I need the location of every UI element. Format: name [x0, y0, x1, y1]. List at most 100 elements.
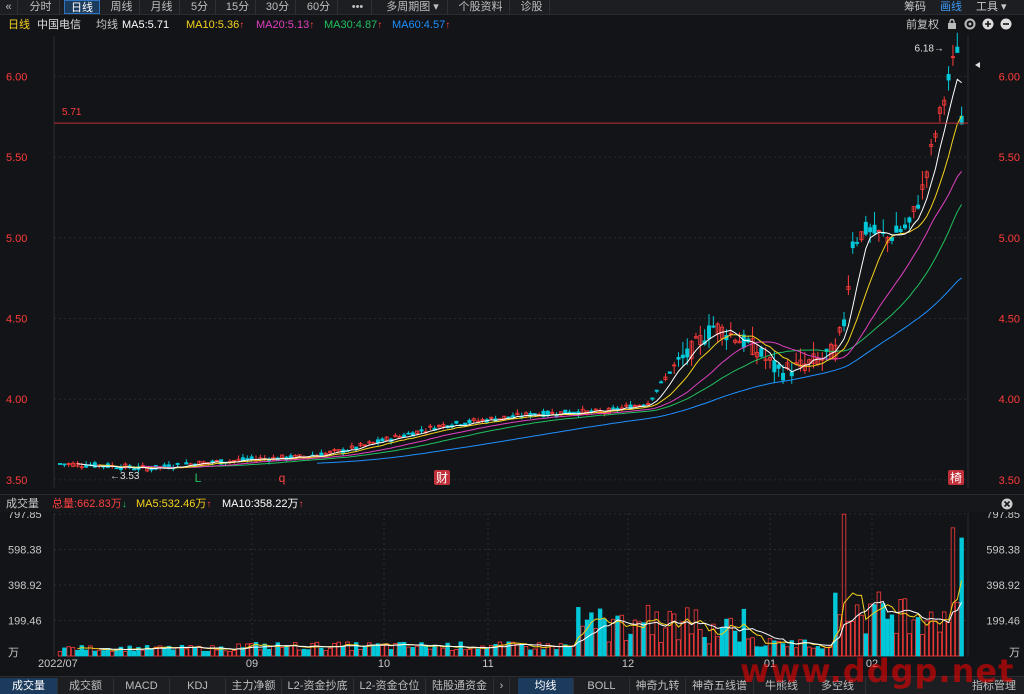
candle-body: [754, 351, 759, 358]
tab-main-net[interactable]: 主力净额: [226, 678, 282, 694]
volume-bar: [767, 638, 773, 657]
volume-bar: [602, 618, 607, 657]
volume-bar: [223, 650, 228, 657]
candle-body: [58, 463, 63, 465]
adjust-label[interactable]: 前复权: [906, 19, 939, 31]
diagnose-button[interactable]: 诊股: [514, 0, 550, 14]
tab-ma-overlay[interactable]: 均线: [518, 678, 574, 694]
candle-body: [480, 419, 485, 421]
volume-title[interactable]: 成交量: [6, 498, 39, 510]
tab-yuexian[interactable]: 月线: [144, 0, 180, 14]
candle-body: [672, 364, 677, 367]
tab-macd[interactable]: MACD: [114, 678, 170, 694]
close-volume-icon[interactable]: [1001, 498, 1013, 510]
volume-bar: [615, 615, 620, 657]
zoom-out-icon[interactable]: [1000, 18, 1012, 30]
volume-bar: [676, 639, 681, 657]
volume-bar: [680, 621, 686, 657]
tab-60min[interactable]: 60分: [300, 0, 338, 14]
volume-bar: [445, 642, 450, 657]
volume-bar: [127, 645, 132, 657]
tab-5min[interactable]: 5分: [184, 0, 216, 14]
tab-turnover[interactable]: 成交额: [58, 678, 114, 694]
volume-bar: [510, 641, 516, 657]
volume-bar: [75, 649, 80, 657]
tab-zhouxian[interactable]: 周线: [104, 0, 140, 14]
more-tabs-icon[interactable]: ›: [494, 678, 510, 694]
top-toolbar: « 分时 日线 周线 月线 5分 15分 30分 60分 ••• 多周期图 ▾ …: [0, 0, 1024, 15]
candle-body: [406, 432, 411, 435]
candle-body: [123, 463, 128, 469]
ma-title[interactable]: 均线: [96, 19, 118, 31]
tab-magic-nine[interactable]: 神奇九转: [630, 678, 686, 694]
tab-rixian[interactable]: 日线: [64, 0, 100, 14]
volume-bar: [763, 645, 768, 657]
volume-bar: [920, 634, 925, 657]
chips-button[interactable]: 筹码: [904, 1, 926, 13]
volume-bar: [349, 650, 355, 657]
stock-info-button[interactable]: 个股资料: [452, 0, 510, 14]
volume-bar: [728, 617, 733, 657]
tab-l2-bottom[interactable]: L2-资金抄底: [282, 678, 354, 694]
volume-bar: [101, 650, 106, 657]
indicator-tabbar: 成交量 成交额 MACD KDJ 主力净额 L2-资金抄底 L2-资金仓位 陆股…: [0, 676, 1024, 694]
volume-bar: [759, 646, 764, 657]
candle-body: [811, 353, 816, 365]
volume-bar: [785, 646, 790, 657]
candle-body: [876, 230, 881, 233]
volume-bar: [545, 643, 551, 657]
candle-body: [737, 340, 742, 344]
zoom-in-icon[interactable]: [982, 18, 994, 30]
volume-bar: [458, 641, 463, 657]
event-marker-box: [948, 470, 964, 485]
candle-body: [663, 376, 668, 381]
draw-button[interactable]: 画线: [940, 1, 962, 13]
tab-magic-five[interactable]: 神奇五线谱: [686, 678, 754, 694]
more-periods-button[interactable]: •••: [344, 0, 372, 14]
tab-bull-bear[interactable]: 牛熊线: [754, 678, 810, 694]
candle-body: [362, 444, 367, 447]
multi-period-dropdown[interactable]: 多周期图 ▾: [378, 0, 448, 14]
period-label[interactable]: 日线: [8, 19, 30, 31]
volume-bar: [654, 611, 659, 657]
volume-bar: [297, 649, 302, 657]
settings-icon[interactable]: [964, 18, 976, 30]
volume-bar: [232, 650, 237, 657]
tab-30min[interactable]: 30分: [260, 0, 296, 14]
price-tick-right: 4.00: [999, 394, 1020, 406]
volume-bar: [645, 604, 651, 657]
volume-bar: [162, 647, 167, 657]
volume-bar: [136, 646, 141, 657]
tab-15min[interactable]: 15分: [220, 0, 256, 14]
candle-body: [680, 354, 685, 359]
tab-kdj[interactable]: KDJ: [170, 678, 226, 694]
volume-bar: [737, 641, 742, 657]
ma60-line: [316, 277, 962, 464]
volume-bar: [624, 640, 629, 657]
indicator-manage-button[interactable]: 指标管理: [972, 680, 1016, 692]
volume-bar: [171, 649, 176, 657]
candle-body: [659, 381, 664, 384]
lock-icon[interactable]: [946, 18, 958, 30]
volume-bar: [266, 648, 272, 657]
tab-l2-position[interactable]: L2-资金仓位: [354, 678, 426, 694]
tab-long-short[interactable]: 多空线: [810, 678, 866, 694]
back-icon[interactable]: «: [0, 0, 18, 14]
candle-body: [441, 424, 446, 428]
tab-northbound[interactable]: 陆股通资金: [426, 678, 494, 694]
volume-bar: [197, 645, 202, 657]
volume-ma10: MA10:358.22万↑: [222, 498, 304, 510]
volume-bar: [846, 620, 851, 657]
tab-boll[interactable]: BOLL: [574, 678, 630, 694]
candle-body: [942, 99, 947, 106]
volume-bar: [693, 609, 699, 657]
volume-bar: [898, 599, 903, 657]
volume-bar: [928, 611, 934, 657]
candle-body: [593, 408, 598, 411]
candle-body: [380, 438, 385, 442]
tools-dropdown[interactable]: 工具 ▾: [976, 1, 1007, 13]
tab-fenshi[interactable]: 分时: [22, 0, 60, 14]
tab-volume[interactable]: 成交量: [0, 678, 58, 694]
volume-bar: [410, 647, 416, 657]
